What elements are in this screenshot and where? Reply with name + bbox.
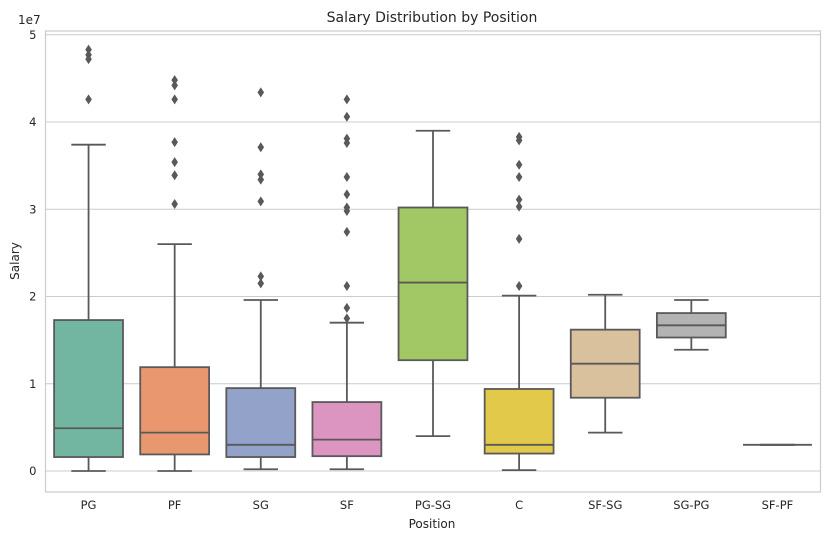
outlier-point xyxy=(343,205,351,216)
x-tick-label: PG-SG xyxy=(415,498,451,512)
box-pg xyxy=(53,44,124,472)
x-tick-label: SF-PF xyxy=(762,498,794,512)
iqr-box xyxy=(225,387,297,458)
outlier-point xyxy=(343,313,351,324)
box-pg-sg xyxy=(397,129,469,438)
iqr-box xyxy=(483,388,555,455)
outlier-point xyxy=(85,44,92,55)
outlier-point xyxy=(171,170,178,181)
y-tick-label: 1 xyxy=(29,377,36,391)
outlier-point xyxy=(257,278,265,289)
box-sf-sg xyxy=(569,293,641,434)
x-tick-label: SG-PG xyxy=(673,498,709,512)
outlier-point xyxy=(257,169,265,180)
x-axis-label: Position xyxy=(409,517,456,531)
box-sg-pg xyxy=(655,299,727,351)
outlier-point xyxy=(515,281,523,292)
outlier-point xyxy=(85,94,92,105)
outlier-point xyxy=(515,194,523,205)
box-c xyxy=(483,131,555,472)
outlier-point xyxy=(515,233,523,244)
y-tick-label: 3 xyxy=(29,202,36,216)
outlier-point xyxy=(515,159,523,170)
box-sg xyxy=(225,87,297,471)
y-tick-label: 4 xyxy=(29,115,36,129)
chart-title: Salary Distribution by Position xyxy=(327,10,538,26)
y-axis-label: Salary xyxy=(8,242,22,280)
iqr-box xyxy=(53,319,124,458)
outlier-point xyxy=(257,87,265,98)
outlier-point xyxy=(171,94,178,105)
outlier-point xyxy=(343,171,351,182)
x-tick-label: SF xyxy=(340,498,354,512)
y-tick-label: 5 xyxy=(29,28,36,42)
iqr-box xyxy=(139,366,211,456)
axes-frame xyxy=(44,30,822,493)
y-tick-label: 2 xyxy=(29,290,36,304)
x-tick-label: SF-SG xyxy=(588,498,622,512)
outlier-point xyxy=(343,281,351,292)
outlier-point xyxy=(515,171,523,182)
box-sf xyxy=(311,94,383,471)
outlier-point xyxy=(171,137,178,148)
outlier-point xyxy=(343,137,351,148)
outlier-point xyxy=(85,54,92,65)
outlier-point xyxy=(171,80,178,91)
outlier-point xyxy=(257,142,265,153)
y-tick-label: 0 xyxy=(29,464,36,478)
outlier-point xyxy=(343,189,351,200)
outlier-point xyxy=(171,157,178,168)
x-tick-label: PF xyxy=(168,498,182,512)
outlier-point xyxy=(257,196,265,207)
y-offset-label: 1e7 xyxy=(18,13,41,27)
outlier-point xyxy=(257,174,265,185)
iqr-box xyxy=(311,401,383,458)
x-tick-label: PG xyxy=(81,498,97,512)
iqr-box xyxy=(397,206,469,362)
box-pf xyxy=(139,75,211,472)
outlier-point xyxy=(343,226,351,237)
outlier-point xyxy=(515,201,523,212)
x-tick-label: SG xyxy=(253,498,269,512)
outlier-point xyxy=(343,94,351,105)
x-tick-label: C xyxy=(515,498,523,512)
outlier-point xyxy=(343,111,351,122)
outlier-point xyxy=(171,199,178,210)
outlier-point xyxy=(515,135,523,146)
outlier-point xyxy=(257,271,265,282)
outlier-point xyxy=(343,302,351,313)
outlier-point xyxy=(171,75,178,86)
